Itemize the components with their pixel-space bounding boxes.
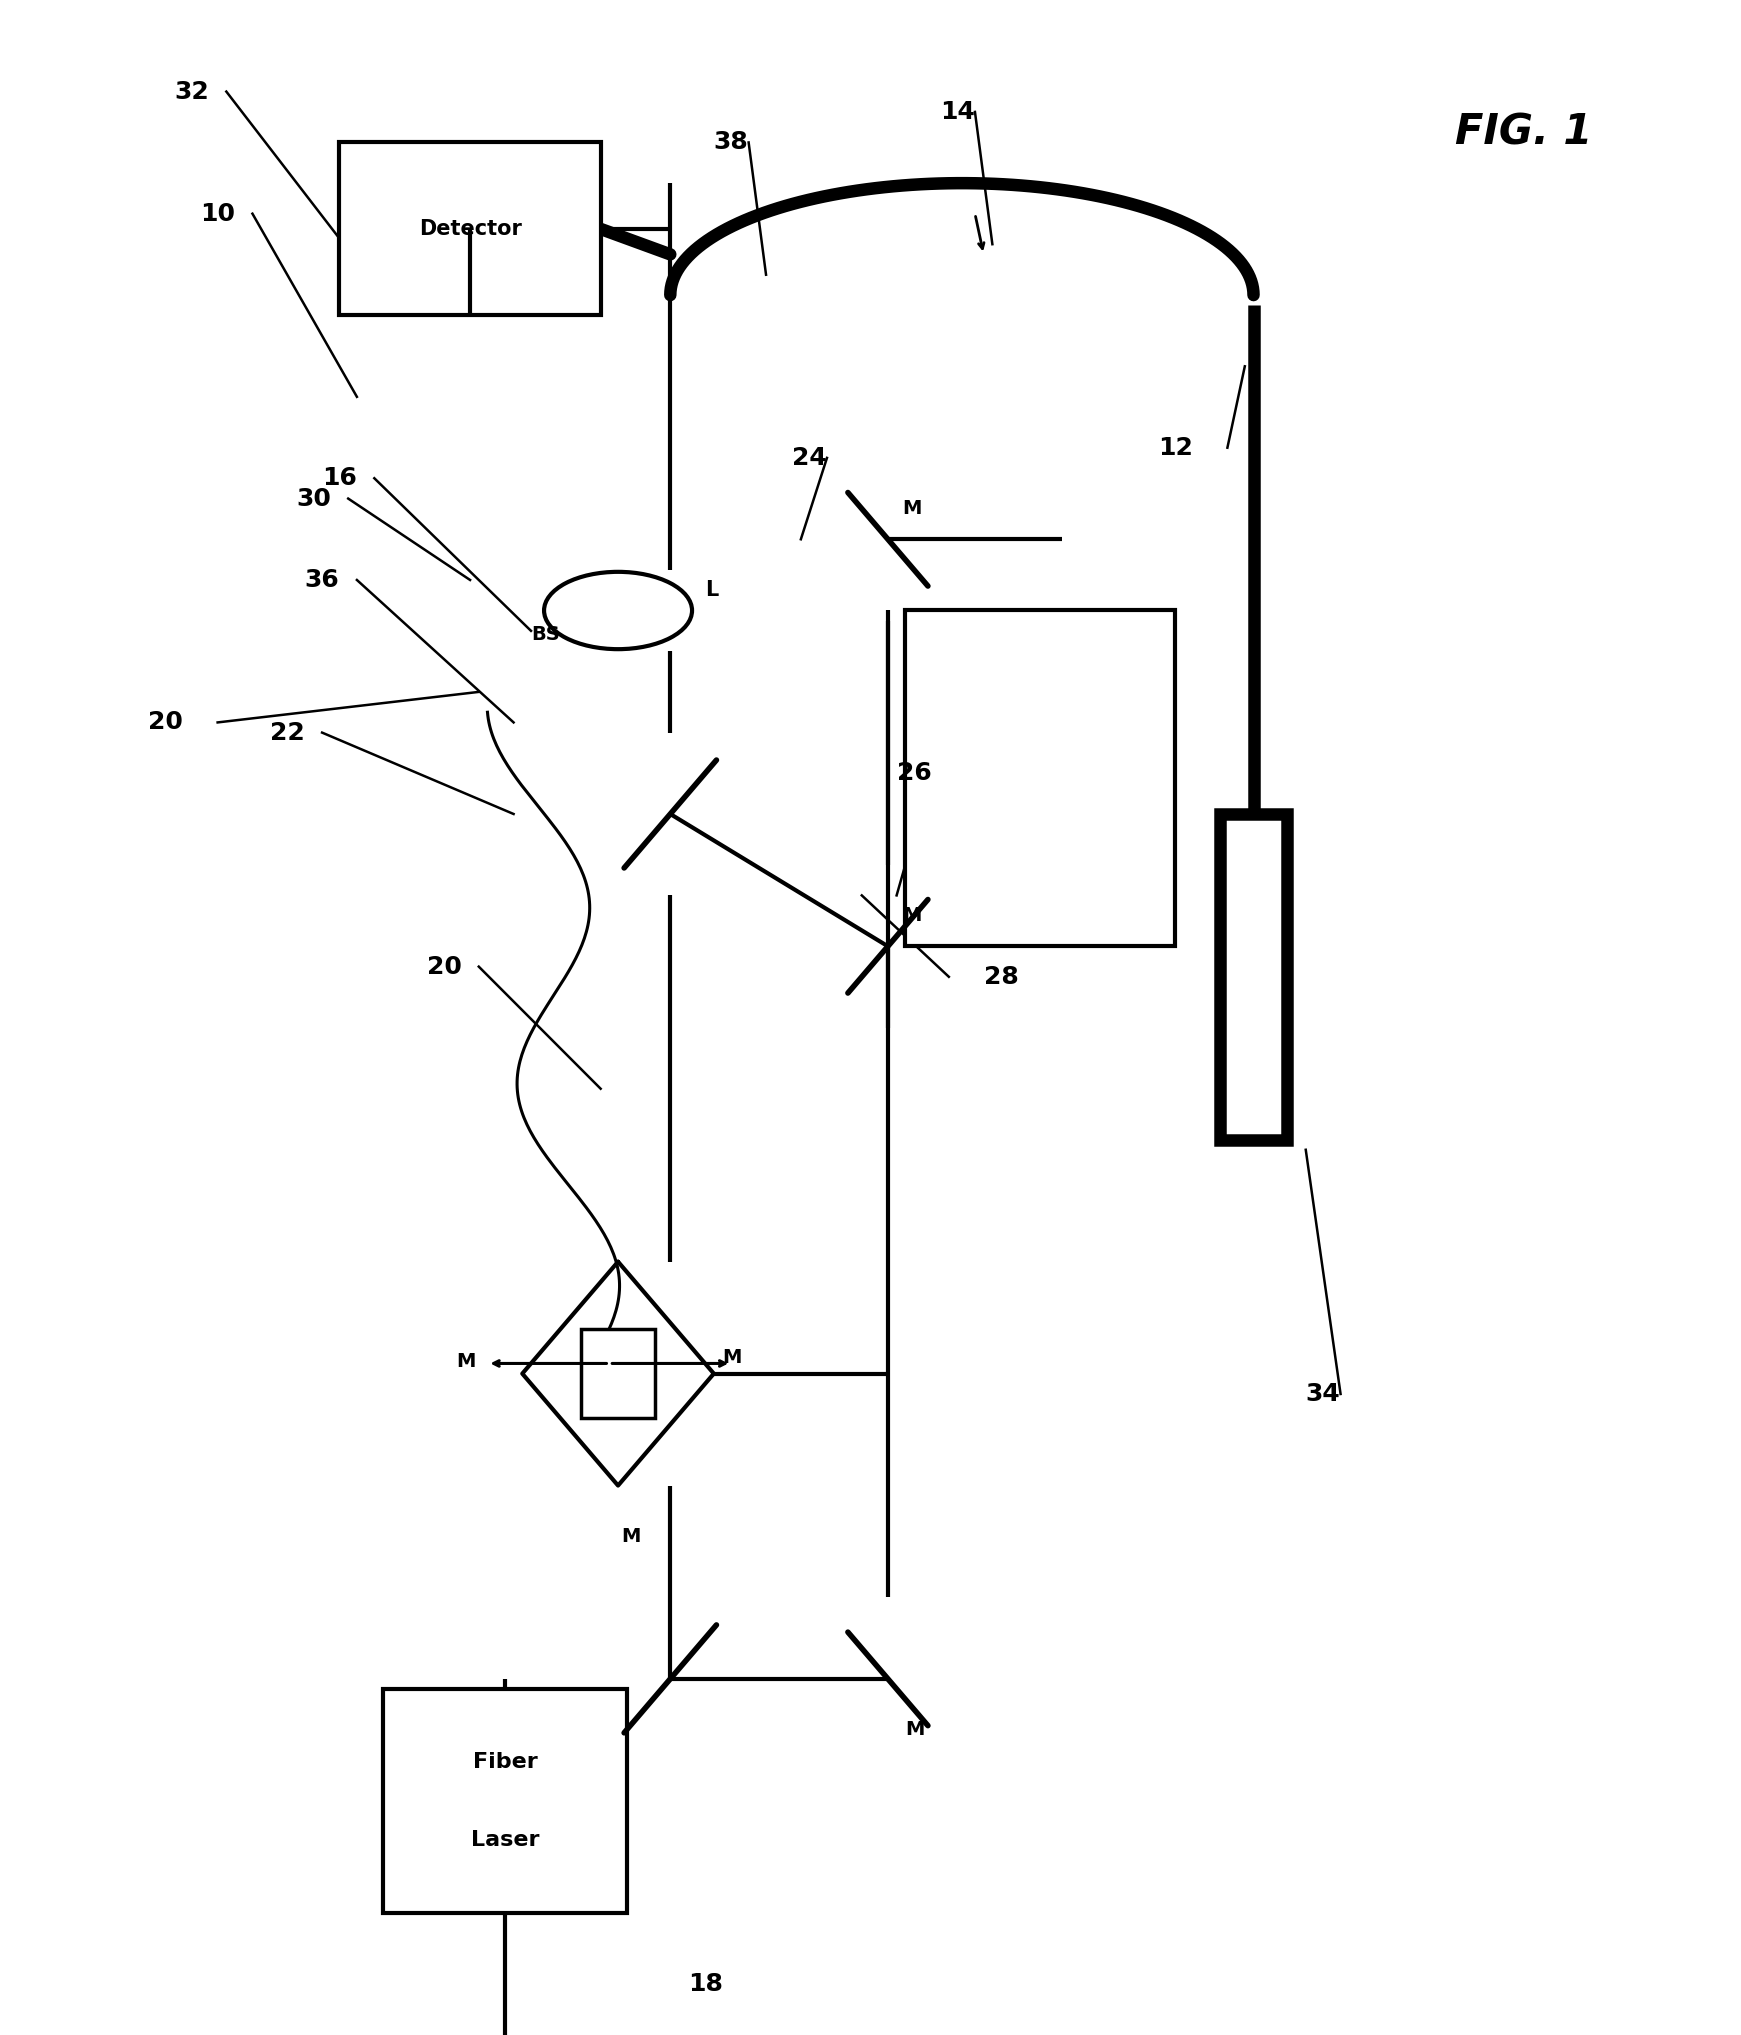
Text: Fiber: Fiber <box>472 1752 538 1772</box>
Text: M: M <box>902 499 921 519</box>
Text: 32: 32 <box>174 79 209 104</box>
Text: 30: 30 <box>296 486 331 511</box>
Text: 20: 20 <box>148 710 183 735</box>
Text: FIG. 1: FIG. 1 <box>1455 112 1591 153</box>
Text: 14: 14 <box>940 100 975 124</box>
Bar <box>905 610 1175 946</box>
Text: M: M <box>622 1526 641 1547</box>
Ellipse shape <box>543 572 691 649</box>
Text: M: M <box>456 1351 475 1372</box>
Text: 18: 18 <box>688 1972 723 1996</box>
Bar <box>581 1329 655 1418</box>
Text: 22: 22 <box>270 720 305 745</box>
Text: M: M <box>905 1720 924 1740</box>
Text: Laser: Laser <box>470 1829 540 1850</box>
Bar <box>383 1689 627 1913</box>
Text: 16: 16 <box>322 466 357 490</box>
Text: 20: 20 <box>427 954 461 979</box>
Text: Detector: Detector <box>418 220 522 238</box>
Text: M: M <box>723 1347 742 1368</box>
Text: M: M <box>902 906 921 926</box>
Text: 24: 24 <box>792 446 827 470</box>
Text: 34: 34 <box>1306 1382 1341 1406</box>
Text: 12: 12 <box>1158 435 1193 460</box>
Text: BS: BS <box>531 625 561 645</box>
Bar <box>1220 814 1287 1140</box>
Text: 36: 36 <box>305 568 339 592</box>
Text: 10: 10 <box>200 201 235 226</box>
Text: L: L <box>705 580 719 600</box>
Text: 26: 26 <box>897 761 931 786</box>
Text: 38: 38 <box>714 130 749 155</box>
Text: 28: 28 <box>984 965 1018 989</box>
Bar <box>339 142 601 315</box>
